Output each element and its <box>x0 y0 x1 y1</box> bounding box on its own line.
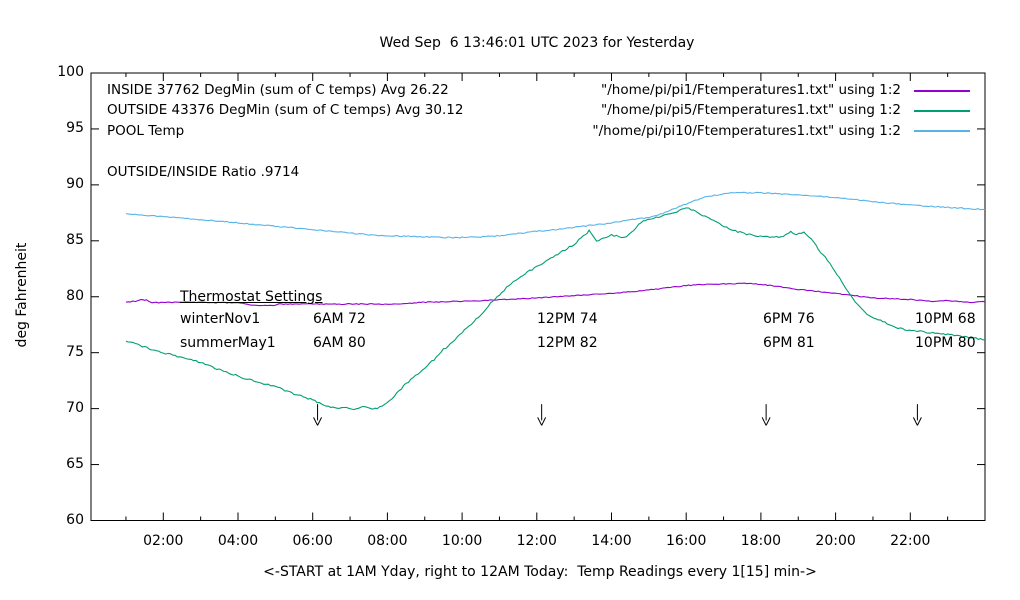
x-tick-label: 02:00 <box>143 533 184 549</box>
thermostat-winter-12pm: 12PM 74 <box>537 311 598 327</box>
x-tick-label: 04:00 <box>217 533 259 549</box>
x-tick-label: 14:00 <box>591 533 632 549</box>
y-tick-label: 60 <box>66 511 84 528</box>
series-line-outside <box>125 207 985 411</box>
thermostat-heading: Thermostat Settings <box>180 289 323 305</box>
y-tick-label: 65 <box>66 455 84 472</box>
chart-title: Wed Sep 6 13:46:01 UTC 2023 for Yesterda… <box>379 35 695 51</box>
series-line-inside <box>125 282 986 307</box>
x-tick-label: 10:00 <box>441 533 483 549</box>
x-tick-label: 16:00 <box>666 533 707 549</box>
legend-label-pool: POOL Temp <box>107 123 185 139</box>
ratio-note: OUTSIDE/INSIDE Ratio .9714 <box>107 164 300 180</box>
legend-label-inside: INSIDE 37762 DegMin (sum of C temps) Avg… <box>107 82 449 98</box>
arrow-head <box>912 417 918 426</box>
legend-file-outside: "/home/pi/pi5/Ftemperatures1.txt" using … <box>601 102 901 118</box>
thermostat-winter-10pm: 10PM 68 <box>915 311 976 327</box>
y-tick-label: 75 <box>66 343 84 360</box>
y-tick-label: 85 <box>66 231 84 248</box>
x-tick-label: 20:00 <box>815 533 856 549</box>
thermostat-winter-6pm: 6PM 76 <box>763 311 815 327</box>
x-tick-label: 18:00 <box>740 533 782 549</box>
arrow-head <box>313 417 319 426</box>
arrow-head <box>537 417 543 426</box>
x-tick-label: 08:00 <box>367 533 408 549</box>
x-tick-label: 22:00 <box>890 533 931 549</box>
thermostat-summer-name: summerMay1 <box>180 335 276 351</box>
arrow-head <box>765 417 771 426</box>
legend-file-pool: "/home/pi/pi10/Ftemperatures1.txt" using… <box>592 123 901 139</box>
series-line-pool <box>125 191 986 239</box>
x-axis-title: <-START at 1AM Yday, right to 12AM Today… <box>263 564 817 580</box>
arrow-head <box>317 417 323 426</box>
x-tick-label: 12:00 <box>516 533 557 549</box>
y-axis-title: deg Fahrenheit <box>14 242 30 348</box>
thermostat-winter-name: winterNov1 <box>180 311 261 327</box>
y-tick-label: 90 <box>66 175 84 192</box>
thermostat-summer-12pm: 12PM 82 <box>537 335 598 351</box>
y-tick-label: 70 <box>66 399 84 416</box>
legend-line-sample-pool <box>914 130 970 132</box>
y-tick-label: 100 <box>57 64 84 80</box>
y-tick-label: 95 <box>66 119 84 136</box>
thermostat-summer-6am: 6AM 80 <box>313 335 366 351</box>
y-tick-label: 80 <box>66 287 84 304</box>
legend-line-sample-outside <box>914 110 970 112</box>
thermostat-winter-6am: 6AM 72 <box>313 311 366 327</box>
arrow-head <box>541 417 547 426</box>
thermostat-summer-6pm: 6PM 81 <box>763 335 815 351</box>
legend-label-outside: OUTSIDE 43376 DegMin (sum of C temps) Av… <box>107 102 464 118</box>
thermostat-summer-10pm: 10PM 80 <box>915 335 976 351</box>
legend-file-inside: "/home/pi/pi1/Ftemperatures1.txt" using … <box>601 82 901 98</box>
legend-line-sample-inside <box>914 90 970 92</box>
arrow-head <box>761 417 767 426</box>
arrow-head <box>916 417 922 426</box>
x-tick-label: 06:00 <box>292 533 333 549</box>
